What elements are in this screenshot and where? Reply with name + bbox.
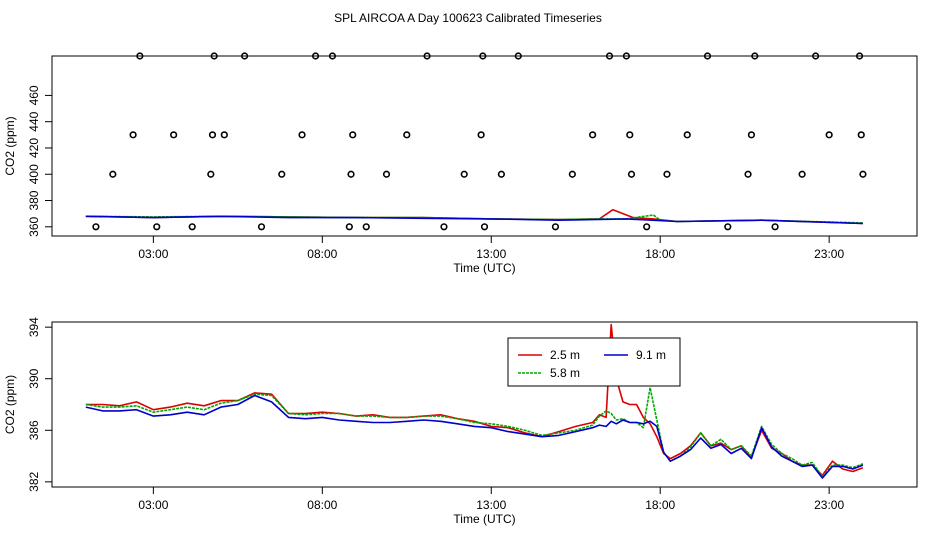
legend-label-9-1m: 9.1 m xyxy=(636,348,666,362)
y-axis-label: CO2 (ppm) xyxy=(3,375,17,434)
legend: 2.5 m 5.8 m 9.1 m xyxy=(507,337,681,387)
data-point-marker xyxy=(92,223,100,231)
y-tick-label-hidden: 380 xyxy=(27,190,41,210)
data-point-marker xyxy=(477,131,485,139)
data-point-marker xyxy=(626,131,634,139)
y-tick-label: 420 xyxy=(27,138,41,158)
data-point-marker xyxy=(170,131,178,139)
data-point-marker xyxy=(210,52,218,60)
data-point-marker xyxy=(480,223,489,231)
data-point-marker xyxy=(703,52,712,60)
data-point-marker xyxy=(751,52,759,60)
data-point-marker xyxy=(812,52,820,60)
data-point-marker xyxy=(362,223,370,231)
data-point-marker xyxy=(724,223,732,231)
data-point-marker xyxy=(589,131,597,139)
x-axis-label: Time (UTC) xyxy=(453,261,515,275)
legend-label-5-8m: 5.8 m xyxy=(550,366,580,380)
plot-frame xyxy=(51,321,918,488)
data-point-marker xyxy=(347,170,355,178)
data-point-marker xyxy=(622,52,631,60)
data-point-marker xyxy=(345,223,353,231)
x-tick-label: 08:00 xyxy=(307,247,337,261)
data-point-marker xyxy=(403,131,411,139)
data-point-marker xyxy=(479,52,487,60)
data-point-marker xyxy=(208,131,217,139)
x-tick-label: 13:00 xyxy=(476,247,506,261)
data-point-marker xyxy=(663,170,671,178)
data-point-marker xyxy=(771,223,779,231)
data-point-marker xyxy=(188,223,196,231)
data-point-marker xyxy=(382,170,391,178)
y-tick-label-hidden: 400 xyxy=(27,164,41,184)
data-point-marker xyxy=(278,170,286,178)
series-line-5-8m xyxy=(85,386,864,478)
data-point-marker xyxy=(551,223,560,231)
legend-label-2-5m: 2.5 m xyxy=(550,348,580,362)
y-tick-label: 382 xyxy=(27,472,41,492)
data-point-marker xyxy=(627,170,636,178)
data-point-marker xyxy=(497,170,505,178)
chart-title: SPL AIRCOA A Day 100623 Calibrated Times… xyxy=(334,11,602,25)
data-point-marker xyxy=(311,52,320,60)
data-point-marker xyxy=(298,131,306,139)
x-tick-label: 13:00 xyxy=(476,498,506,512)
y-tick-label: 394 xyxy=(27,317,41,337)
series-line-9-1m xyxy=(85,394,864,479)
data-point-marker xyxy=(514,52,522,60)
data-point-marker xyxy=(423,52,431,60)
x-tick-label: 03:00 xyxy=(138,498,168,512)
y-tick-label-hidden: 440 xyxy=(27,111,41,131)
plot-frame xyxy=(51,55,918,237)
data-point-marker xyxy=(605,52,614,60)
plot-top-panel: 03:00 08:00 13:00 18:00 23:00 Time (UTC) 360 42… xyxy=(3,52,918,275)
data-point-marker xyxy=(257,223,266,231)
y-tick-label: 360 xyxy=(27,216,41,236)
legend-box xyxy=(507,337,681,387)
data-point-marker xyxy=(859,170,867,178)
data-point-marker xyxy=(855,52,864,60)
x-tick-label: 18:00 xyxy=(645,247,675,261)
x-tick-label: 03:00 xyxy=(138,247,168,261)
data-point-marker xyxy=(240,52,249,60)
x-tick-label: 23:00 xyxy=(814,247,844,261)
data-point-marker xyxy=(798,170,806,178)
data-point-marker xyxy=(440,223,448,231)
data-point-marker xyxy=(568,170,576,178)
data-point-marker xyxy=(857,131,865,139)
data-point-marker xyxy=(220,131,228,139)
x-tick-label: 08:00 xyxy=(307,498,337,512)
data-point-marker xyxy=(643,223,651,231)
data-point-marker xyxy=(328,52,337,60)
data-point-marker xyxy=(349,131,357,139)
data-point-marker xyxy=(153,223,161,231)
y-tick-label: 390 xyxy=(27,368,41,388)
data-point-marker xyxy=(129,131,137,139)
x-tick-label: 18:00 xyxy=(645,498,675,512)
plot-bottom-panel: 03:00 08:00 13:00 18:00 23:00 Time (UTC) 382 38… xyxy=(3,317,918,526)
data-point-marker xyxy=(460,170,468,178)
data-point-marker xyxy=(207,170,215,178)
data-point-marker xyxy=(825,131,833,139)
x-axis-label: Time (UTC) xyxy=(453,512,515,526)
x-tick-label: 23:00 xyxy=(814,498,844,512)
y-tick-label: 460 xyxy=(27,85,41,105)
data-point-marker xyxy=(744,170,752,178)
data-point-marker xyxy=(683,131,691,139)
series-line-9-1m xyxy=(85,215,863,225)
data-point-marker xyxy=(747,131,756,139)
y-tick-label: 386 xyxy=(27,420,41,440)
data-point-marker xyxy=(136,52,144,60)
y-axis-label: CO2 (ppm) xyxy=(3,116,17,175)
data-point-marker xyxy=(109,170,117,178)
